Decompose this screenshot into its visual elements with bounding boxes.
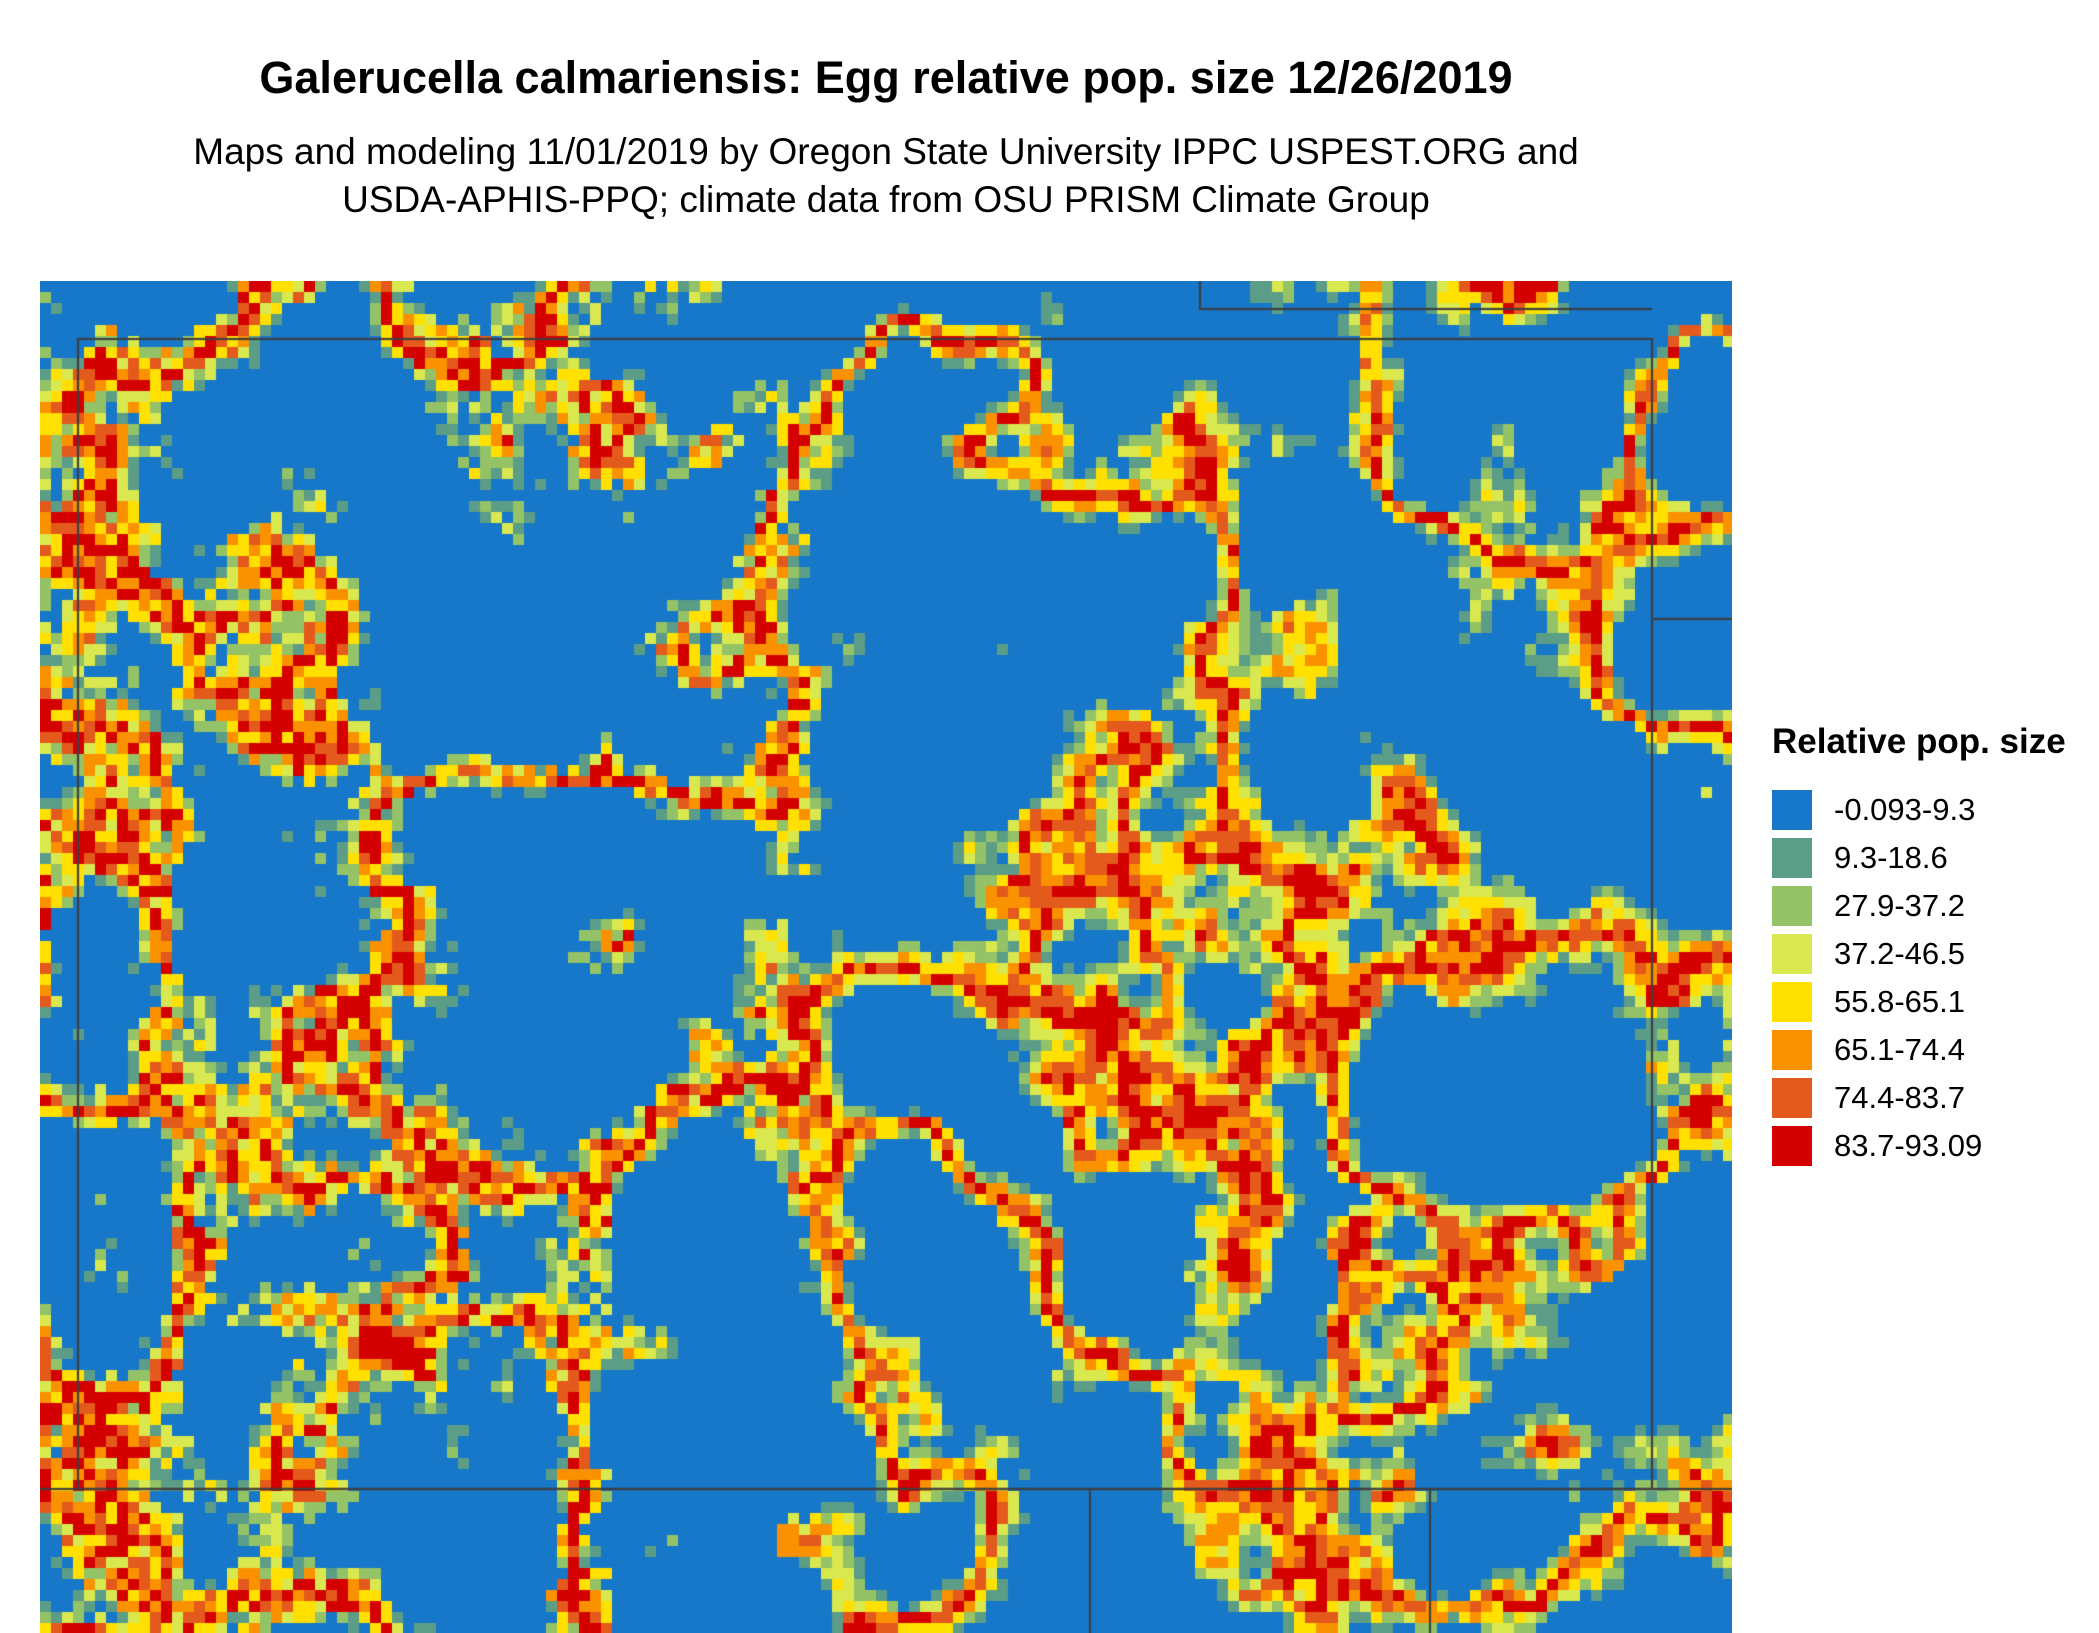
population-map [40,281,1732,1633]
legend-swatch-7 [1772,1126,1812,1166]
legend-swatch-4 [1772,982,1812,1022]
legend-swatch-6 [1772,1078,1812,1118]
state-border-rect [76,337,1654,1491]
legend-label: 9.3-18.6 [1834,840,1948,875]
legend-item: 74.4-83.7 [1772,1078,2092,1118]
legend-item: 83.7-93.09 [1772,1126,2092,1166]
legend-label: 83.7-93.09 [1834,1128,1983,1163]
legend-title: Relative pop. size [1772,722,2066,761]
subtitle-line-2: USDA-APHIS-PPQ; climate data from OSU PR… [342,179,1430,221]
legend-label: -0.093-9.3 [1834,792,1976,827]
legend-item: 65.1-74.4 [1772,1030,2092,1070]
legend-label: 74.4-83.7 [1834,1080,1965,1115]
legend-swatch-1 [1772,838,1812,878]
boundary-top-right [1198,281,1652,311]
legend-item: 37.2-46.5 [1772,934,2092,974]
legend-item: 55.8-65.1 [1772,982,2092,1022]
header: Galerucella calmariensis: Egg relative p… [40,52,1732,224]
state-boundaries [40,281,1732,1633]
legend-label: 65.1-74.4 [1834,1032,1965,1067]
subtitle-line-1: Maps and modeling 11/01/2019 by Oregon S… [193,131,1579,172]
legend: Relative pop. size -0.093-9.3 9.3-18.6 27.… [1772,722,2092,1174]
legend-swatch-5 [1772,1030,1812,1070]
legend-item: 9.3-18.6 [1772,838,2092,878]
legend-label: 37.2-46.5 [1834,936,1965,971]
legend-swatch-2 [1772,886,1812,926]
legend-label: 27.9-37.2 [1834,888,1965,923]
legend-swatch-3 [1772,934,1812,974]
page-title: Galerucella calmariensis: Egg relative p… [259,52,1513,103]
legend-label: 55.8-65.1 [1834,984,1965,1019]
legend-item: -0.093-9.3 [1772,790,2092,830]
legend-items: -0.093-9.3 9.3-18.6 27.9-37.2 37.2-46.5 55.8… [1772,790,2092,1166]
population-map-canvas [40,281,1732,1633]
legend-item: 27.9-37.2 [1772,886,2092,926]
legend-swatch-0 [1772,790,1812,830]
